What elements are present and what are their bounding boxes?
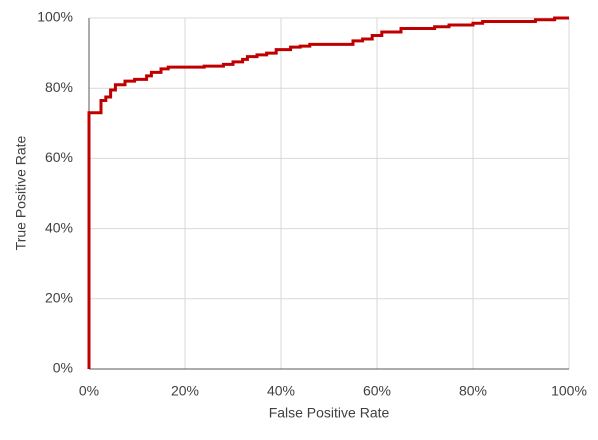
y-tick-label: 100% (37, 9, 73, 25)
y-axis-title: True Positive Rate (13, 135, 29, 250)
y-tick-label: 40% (45, 219, 73, 235)
x-tick-label: 20% (171, 383, 199, 399)
y-tick-label: 80% (45, 79, 73, 95)
x-tick-label: 80% (459, 383, 487, 399)
x-axis-title: False Positive Rate (269, 405, 390, 421)
y-tick-label: 60% (45, 149, 73, 165)
x-tick-label: 60% (363, 383, 391, 399)
x-tick-label: 0% (79, 383, 99, 399)
x-tick-label: 100% (551, 383, 587, 399)
roc-curve (87, 16, 569, 369)
y-tick-label: 0% (53, 360, 73, 376)
x-tick-label: 40% (267, 383, 295, 399)
y-tick-label: 20% (45, 290, 73, 306)
